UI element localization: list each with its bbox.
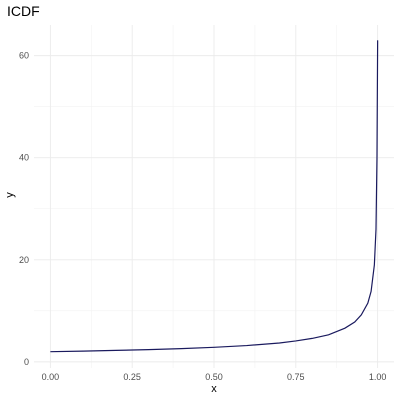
x-axis-title: x [211, 383, 217, 395]
icdf-line [50, 40, 379, 353]
x-tick-label: 1.00 [369, 372, 387, 382]
x-tick-label: 0.25 [123, 372, 141, 382]
x-tick-label: 0.75 [287, 372, 305, 382]
x-tick-label: 0.50 [205, 372, 223, 382]
y-axis-ticks: 0 20 40 60 [19, 51, 29, 367]
x-tick-label: 0.00 [42, 372, 60, 382]
x-axis-ticks: 0.00 0.25 0.50 0.75 1.00 [42, 372, 387, 382]
y-tick-label: 40 [19, 153, 29, 163]
y-tick-label: 60 [19, 51, 29, 61]
y-axis-title: y [4, 192, 16, 198]
y-tick-label: 0 [24, 357, 29, 367]
chart-title: ICDF [7, 3, 40, 19]
y-tick-label: 20 [19, 255, 29, 265]
plot-panel [34, 25, 394, 368]
